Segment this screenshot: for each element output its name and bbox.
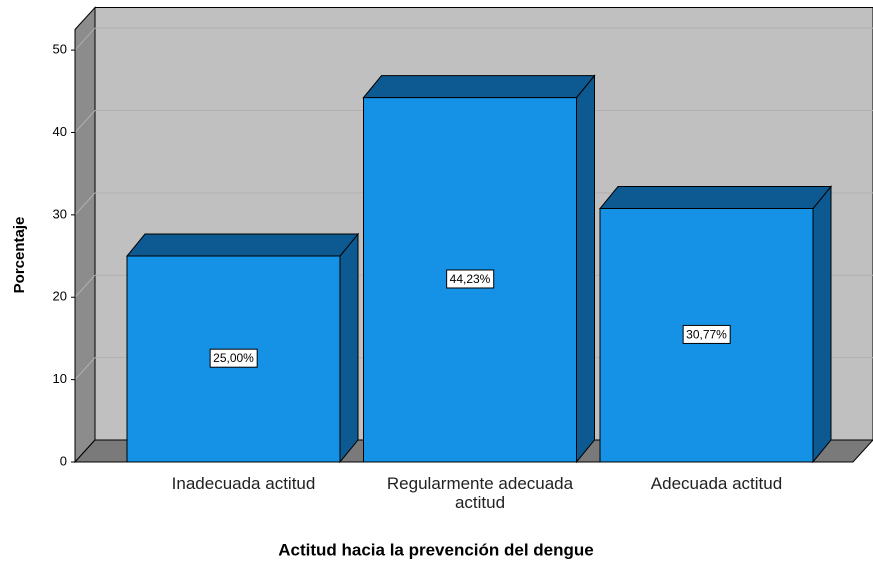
grid-line xyxy=(74,192,96,216)
value-label-box xyxy=(209,348,258,368)
value-label: 25,00% xyxy=(213,351,254,365)
bar-top xyxy=(598,186,833,210)
value-label: 30,77% xyxy=(686,327,727,341)
grid-line xyxy=(74,27,96,51)
value-label-box xyxy=(446,269,495,289)
y-tick-label: 20 xyxy=(53,289,67,304)
y-tick-label: 10 xyxy=(53,371,67,386)
bar-top xyxy=(125,233,360,257)
value-label-box xyxy=(682,324,731,344)
x-axis-label: Actitud hacia la prevención del dengue xyxy=(278,540,594,559)
value-label: 44,23% xyxy=(450,272,491,286)
x-tick-label: Adecuada actitud xyxy=(650,474,783,493)
left-wall xyxy=(74,6,96,464)
x-tick-label: Inadecuada actitud xyxy=(171,474,316,493)
bar-side xyxy=(339,232,359,464)
grid-line xyxy=(74,110,96,133)
grid-line xyxy=(74,274,96,298)
bar-side xyxy=(576,74,595,464)
y-axis-label: Porcentaje xyxy=(11,217,28,294)
x-tick-label: Regularmente adecuada actitud xyxy=(386,474,574,512)
y-tick-label: 0 xyxy=(60,453,67,468)
y-tick-label: 40 xyxy=(53,124,67,139)
bar-side xyxy=(812,185,832,464)
grid-line xyxy=(74,357,96,380)
y-tick-label: 30 xyxy=(53,206,67,221)
y-tick-label: 50 xyxy=(53,42,67,57)
bar xyxy=(598,185,833,464)
bar-top xyxy=(362,75,596,99)
bar xyxy=(125,232,360,464)
bar xyxy=(362,74,596,464)
